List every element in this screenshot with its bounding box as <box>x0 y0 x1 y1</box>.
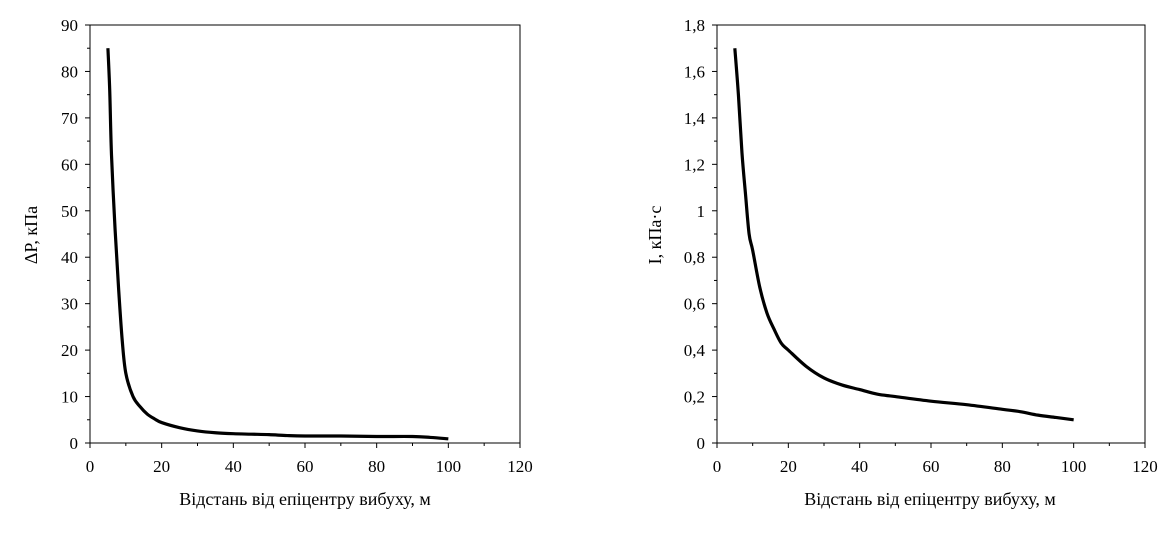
chart-impulse-y-tick-label: 1,2 <box>684 155 705 174</box>
chart-pressure-x-tick-label: 100 <box>436 457 462 476</box>
chart-impulse-y-tick-label: 1,4 <box>684 109 706 128</box>
chart-impulse-x-tick-label: 100 <box>1061 457 1087 476</box>
chart-pressure-y-tick-label: 80 <box>61 62 78 81</box>
chart-pressure-x-tick-label: 80 <box>368 457 385 476</box>
chart-pressure-x-tick-label: 60 <box>297 457 314 476</box>
chart-impulse-y-tick-label: 0 <box>697 434 706 453</box>
chart-impulse-series-line <box>733 48 1074 422</box>
chart-impulse-y-tick-label: 0,2 <box>684 388 705 407</box>
chart-impulse-y-tick-label: 0,6 <box>684 295 705 314</box>
chart-pressure-plot-frame <box>89 24 521 444</box>
chart-pressure-y-tick-label: 50 <box>61 202 78 221</box>
chart-pressure-y-tick-label: 90 <box>61 16 78 35</box>
chart-impulse-x-axis-title: Відстань від епіцентру вибуху, м <box>804 489 1055 509</box>
chart-impulse-x-tick-label: 20 <box>780 457 797 476</box>
chart-impulse: Відстань від епіцентру вибуху, м I, кПа·… <box>645 16 1158 509</box>
chart-pressure: Відстань від епіцентру вибуху, м ΔP, кПа… <box>21 16 533 509</box>
chart-pressure-x-tick-label: 120 <box>507 457 533 476</box>
chart-pressure-y-tick-label: 10 <box>61 388 78 407</box>
chart-impulse-x-tick-label: 0 <box>713 457 722 476</box>
chart-impulse-x-tick-label: 120 <box>1132 457 1158 476</box>
chart-impulse-x-tick-label: 80 <box>994 457 1011 476</box>
chart-pressure-y-tick-label: 40 <box>61 248 78 267</box>
chart-impulse-y-axis-title: I, кПа·с <box>645 206 665 265</box>
chart-pressure-series-line <box>106 48 449 441</box>
chart-pressure-x-axis-title: Відстань від епіцентру вибуху, м <box>179 489 430 509</box>
chart-pressure-x-tick-label: 20 <box>153 457 170 476</box>
chart-pressure-y-tick-label: 60 <box>61 155 78 174</box>
chart-pressure-x-tick-label: 0 <box>86 457 95 476</box>
chart-pressure-x-tick-label: 40 <box>225 457 242 476</box>
chart-impulse-y-tick-label: 1,6 <box>684 62 705 81</box>
chart-impulse-plot-frame <box>716 24 1146 444</box>
chart-pressure-y-tick-label: 0 <box>70 434 79 453</box>
chart-impulse-y-tick-label: 1 <box>697 202 706 221</box>
chart-pressure-y-axis-title: ΔP, кПа <box>21 206 41 264</box>
chart-pressure-y-tick-label: 20 <box>61 341 78 360</box>
chart-pressure-y-tick-label: 30 <box>61 295 78 314</box>
chart-impulse-y-tick-label: 1,8 <box>684 16 705 35</box>
chart-impulse-y-tick-label: 0,8 <box>684 248 705 267</box>
chart-impulse-x-tick-label: 60 <box>923 457 940 476</box>
chart-pressure-y-tick-label: 70 <box>61 109 78 128</box>
chart-impulse-y-tick-label: 0,4 <box>684 341 706 360</box>
chart-impulse-x-tick-label: 40 <box>851 457 868 476</box>
